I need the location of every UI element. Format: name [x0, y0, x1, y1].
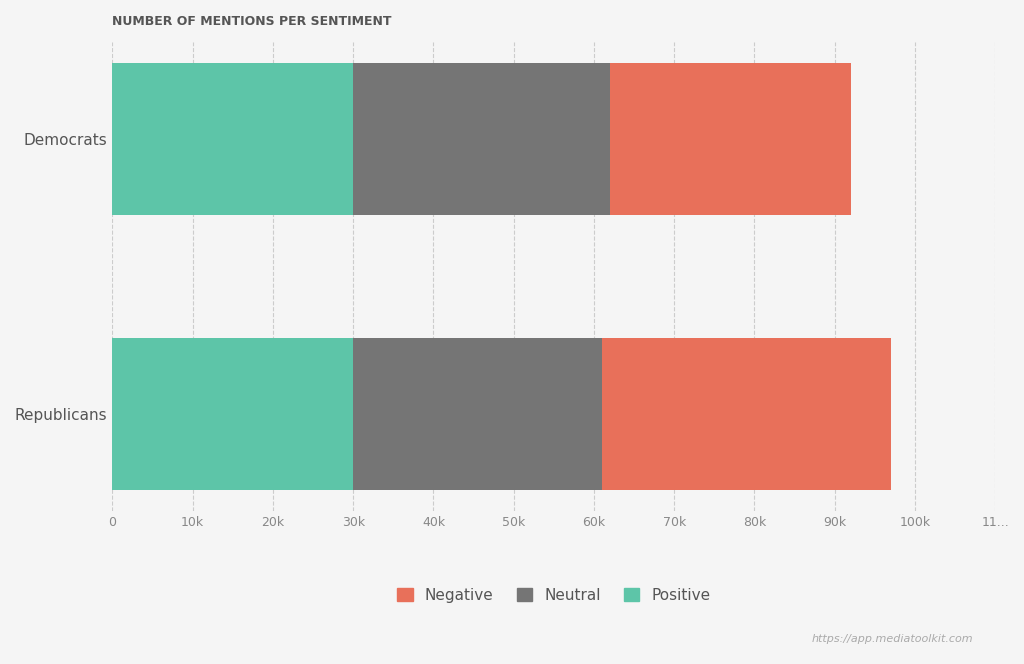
Text: https://app.mediatoolkit.com: https://app.mediatoolkit.com — [811, 634, 973, 644]
Bar — [113, 63, 353, 214]
Bar — [602, 339, 891, 490]
Bar — [610, 63, 851, 214]
Text: NUMBER OF MENTIONS PER SENTIMENT: NUMBER OF MENTIONS PER SENTIMENT — [113, 15, 392, 28]
Legend: Negative, Neutral, Positive: Negative, Neutral, Positive — [390, 580, 718, 610]
Bar — [353, 63, 610, 214]
Bar — [353, 339, 602, 490]
Bar — [113, 339, 353, 490]
